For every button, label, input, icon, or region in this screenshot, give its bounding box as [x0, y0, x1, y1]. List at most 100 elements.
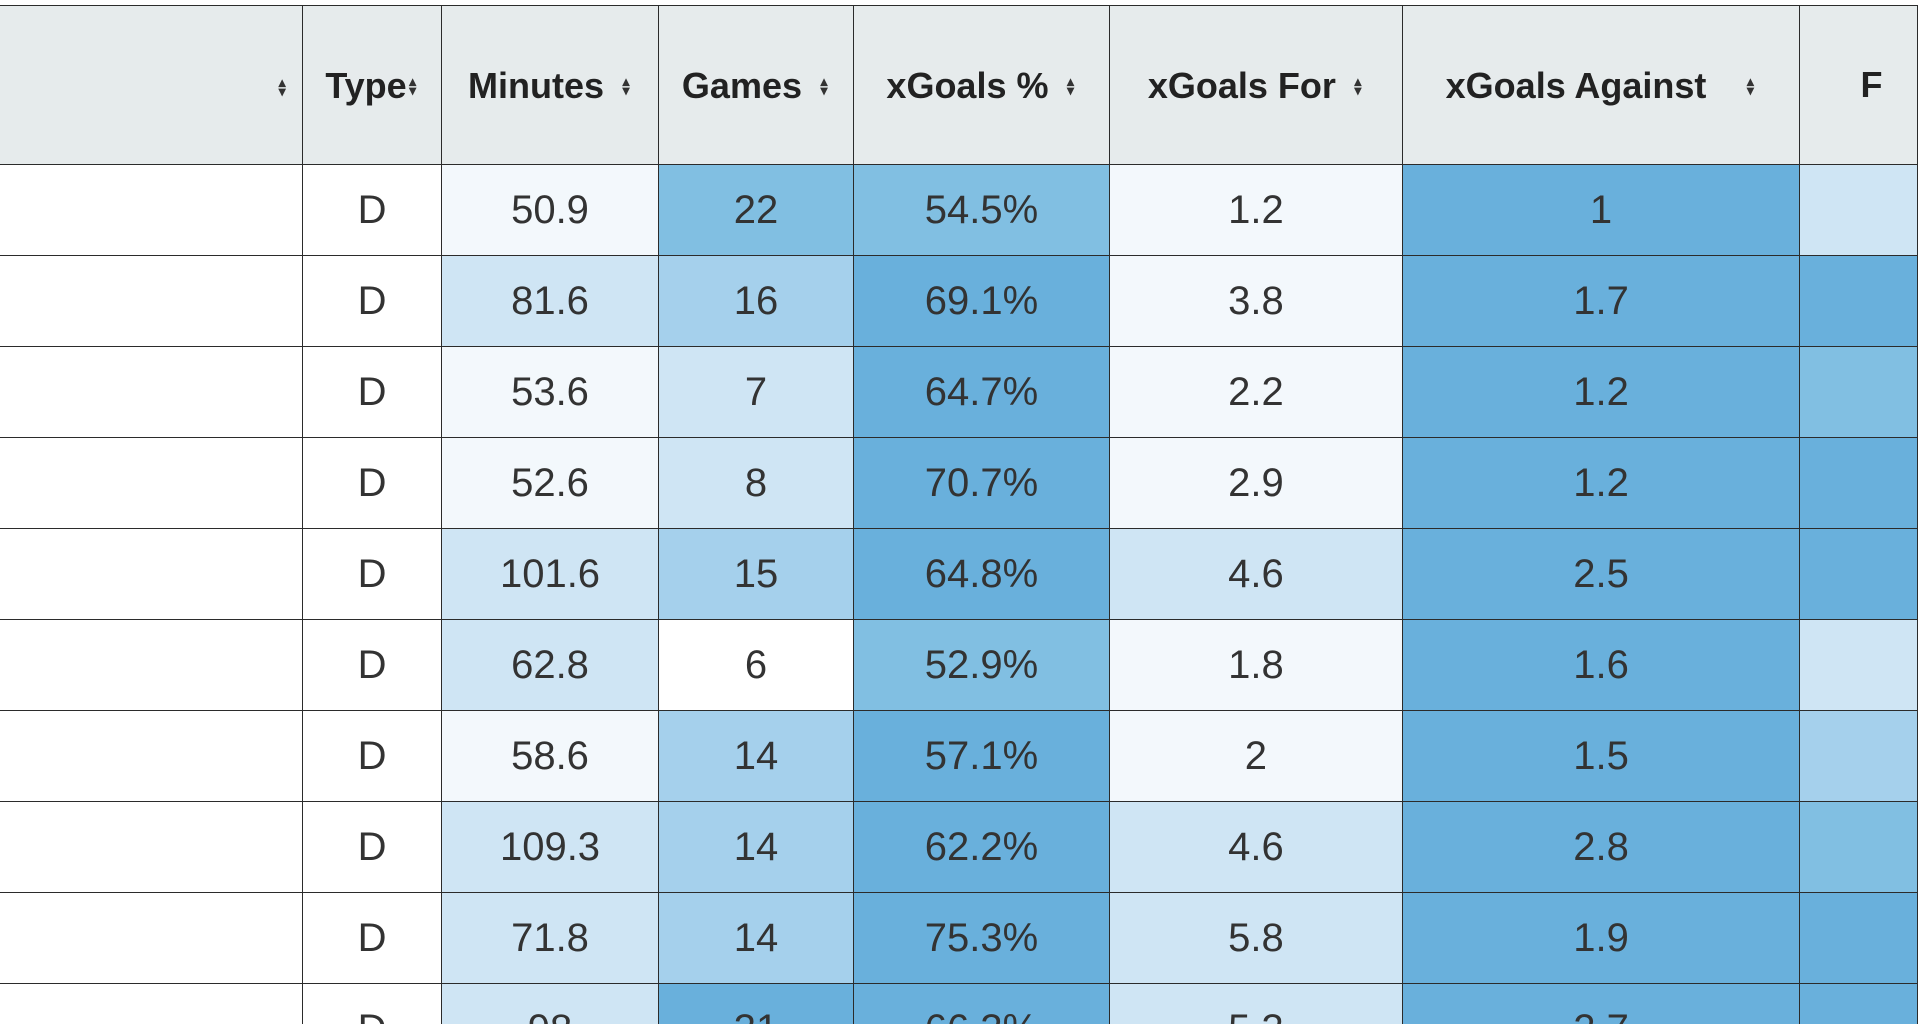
- table-row[interactable]: D 71.8 14 75.3% 5.8 1.9: [0, 892, 1918, 984]
- column-header-type[interactable]: Type ▴ ▾: [302, 5, 442, 165]
- cell-next: [1799, 255, 1918, 347]
- cell-name: [0, 892, 304, 984]
- table-row[interactable]: D 62.8 6 52.9% 1.8 1.6: [0, 619, 1918, 711]
- cell-games: 16: [658, 255, 854, 347]
- table-row[interactable]: D983166.3%5.32.7: [0, 983, 1918, 1024]
- table-row[interactable]: D 81.6 16 69.1% 3.8 1.7: [0, 255, 1918, 347]
- table-row[interactable]: D 53.6 7 64.7% 2.2 1.2: [0, 346, 1918, 438]
- column-header-games[interactable]: Games ▴ ▾: [658, 5, 854, 165]
- cell-xg-for: 5.3: [1109, 983, 1403, 1024]
- cell-xg-for: 4.6: [1109, 801, 1403, 893]
- cell-minutes: 58.6: [440, 710, 660, 802]
- cell-xg-against: 1.2: [1401, 437, 1801, 529]
- cell-xg-against: 2.7: [1401, 983, 1801, 1024]
- cell-minutes: 101.6: [440, 528, 660, 620]
- cell-type: D: [302, 710, 442, 802]
- column-header-label: Games: [681, 65, 802, 107]
- cell-next: [1799, 437, 1918, 529]
- cell-games: 22: [658, 164, 854, 256]
- header-row: ▴ ▾ Type ▴ ▾ Minutes ▴ ▾ Games ▴ ▾ xGoals % ▴…: [0, 5, 1918, 165]
- cell-xg-against: 1.2: [1401, 346, 1801, 438]
- cell-type: D: [302, 346, 442, 438]
- cell-xg-pct: 62.2%: [852, 801, 1111, 893]
- column-header-label: Type: [325, 65, 407, 107]
- sort-updown-icon[interactable]: ▴ ▾: [278, 74, 286, 100]
- table-row[interactable]: D 50.9 22 54.5% 1.2 1: [0, 164, 1918, 256]
- cell-next: [1799, 346, 1918, 438]
- cell-games: 6: [658, 619, 854, 711]
- table-row[interactable]: D 109.3 14 62.2% 4.6 2.8: [0, 801, 1918, 893]
- cell-xg-for: 3.8: [1109, 255, 1403, 347]
- cell-xg-for: 1.2: [1109, 164, 1403, 256]
- sort-updown-icon[interactable]: ▴ ▾: [1354, 73, 1362, 99]
- cell-xg-pct: 70.7%: [852, 437, 1111, 529]
- column-header-xgoals-against[interactable]: xGoals Against ▴ ▾: [1401, 5, 1801, 165]
- column-header-label: xGoals For: [1147, 65, 1336, 107]
- column-header-label: Minutes: [468, 65, 605, 107]
- cell-xg-against: 2.8: [1401, 801, 1801, 893]
- cell-type: D: [302, 437, 442, 529]
- table-body: D 50.9 22 54.5% 1.2 1 D 81.6 16 69.1% 3.8 1.7 D 53.6 7…: [0, 164, 1918, 1024]
- column-header-xgoals-pct[interactable]: xGoals % ▴ ▾: [852, 5, 1111, 165]
- column-header-name[interactable]: ▴ ▾: [0, 5, 304, 165]
- column-header-label: F: [1860, 64, 1883, 106]
- sort-updown-icon[interactable]: ▴ ▾: [622, 73, 630, 99]
- sort-updown-icon[interactable]: ▴ ▾: [820, 73, 828, 99]
- cell-minutes: 81.6: [440, 255, 660, 347]
- cell-next: [1799, 892, 1918, 984]
- column-header-label: xGoals Against: [1445, 65, 1707, 107]
- column-header-label: xGoals %: [886, 65, 1049, 107]
- sort-updown-icon[interactable]: ▴ ▾: [409, 73, 417, 99]
- cell-xg-pct: 54.5%: [852, 164, 1111, 256]
- cell-next: [1799, 619, 1918, 711]
- cell-type: D: [302, 164, 442, 256]
- cell-xg-for: 2: [1109, 710, 1403, 802]
- cell-type: D: [302, 255, 442, 347]
- cell-name: [0, 528, 304, 620]
- cell-type: D: [302, 528, 442, 620]
- cell-name: [0, 710, 304, 802]
- cell-minutes: 71.8: [440, 892, 660, 984]
- cell-next: [1799, 801, 1918, 893]
- cell-games: 14: [658, 801, 854, 893]
- cell-next: [1799, 983, 1918, 1024]
- column-header-xgoals-for[interactable]: xGoals For ▴ ▾: [1109, 5, 1403, 165]
- table-row[interactable]: D 101.6 15 64.8% 4.6 2.5: [0, 528, 1918, 620]
- cell-xg-pct: 64.7%: [852, 346, 1111, 438]
- cell-xg-for: 5.8: [1109, 892, 1403, 984]
- cell-xg-against: 1.5: [1401, 710, 1801, 802]
- cell-xg-for: 1.8: [1109, 619, 1403, 711]
- sort-updown-icon[interactable]: ▴ ▾: [1067, 73, 1075, 99]
- cell-name: [0, 619, 304, 711]
- sort-updown-icon[interactable]: ▴ ▾: [1746, 73, 1754, 99]
- cell-name: [0, 801, 304, 893]
- cell-games: 15: [658, 528, 854, 620]
- cell-games: 14: [658, 710, 854, 802]
- cell-games: 14: [658, 892, 854, 984]
- cell-name: [0, 983, 304, 1024]
- cell-games: 7: [658, 346, 854, 438]
- cell-xg-for: 4.6: [1109, 528, 1403, 620]
- cell-next: [1799, 164, 1918, 256]
- cell-type: D: [302, 892, 442, 984]
- cell-name: [0, 164, 304, 256]
- cell-minutes: 109.3: [440, 801, 660, 893]
- cell-games: 8: [658, 437, 854, 529]
- cell-xg-pct: 52.9%: [852, 619, 1111, 711]
- cell-xg-against: 1.9: [1401, 892, 1801, 984]
- cell-xg-against: 1: [1401, 164, 1801, 256]
- cell-xg-against: 1.6: [1401, 619, 1801, 711]
- cell-xg-pct: 66.3%: [852, 983, 1111, 1024]
- table-row[interactable]: D 52.6 8 70.7% 2.9 1.2: [0, 437, 1918, 529]
- column-header-next[interactable]: F: [1799, 5, 1918, 165]
- table-row[interactable]: D 58.6 14 57.1% 2 1.5: [0, 710, 1918, 802]
- cell-name: [0, 255, 304, 347]
- cell-type: D: [302, 619, 442, 711]
- cell-next: [1799, 528, 1918, 620]
- cell-xg-pct: 64.8%: [852, 528, 1111, 620]
- cell-xg-for: 2.2: [1109, 346, 1403, 438]
- cell-xg-pct: 75.3%: [852, 892, 1111, 984]
- cell-minutes: 53.6: [440, 346, 660, 438]
- column-header-minutes[interactable]: Minutes ▴ ▾: [440, 5, 660, 165]
